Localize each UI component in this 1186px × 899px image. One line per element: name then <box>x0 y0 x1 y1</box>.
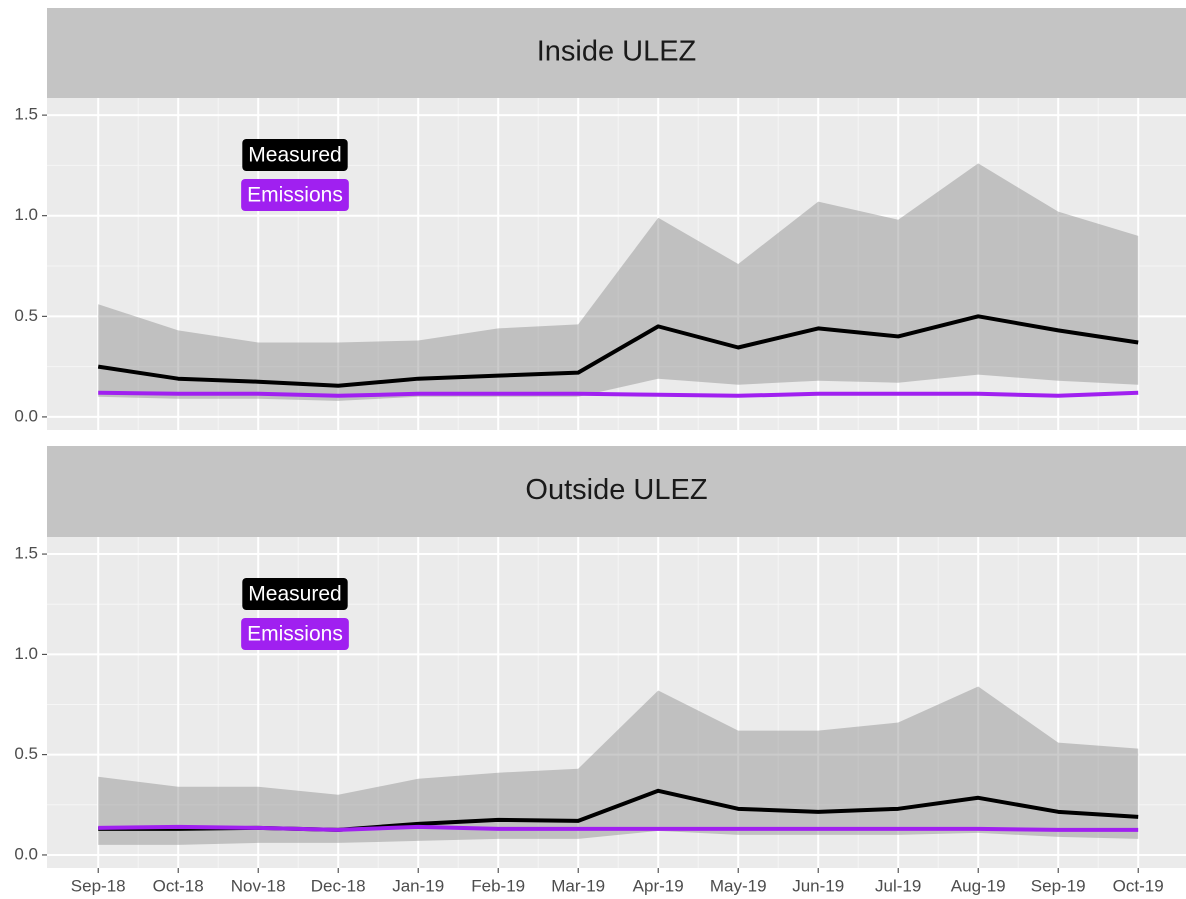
x-tick-label: Sep-19 <box>1031 876 1086 895</box>
confidence-band <box>98 163 1139 401</box>
x-tick-label: Nov-18 <box>231 876 286 895</box>
x-tick-label: Feb-19 <box>471 876 525 895</box>
y-tick-label: 0.5 <box>14 744 38 763</box>
legend-label: Emissions <box>247 184 343 207</box>
panel-background <box>47 537 1186 868</box>
x-tick-label: Aug-19 <box>951 876 1006 895</box>
y-tick-label: 1.0 <box>14 644 38 663</box>
legend-box <box>241 179 349 211</box>
y-tick-label: 0.0 <box>14 406 38 425</box>
line <box>98 824 1139 832</box>
strip <box>47 446 1186 537</box>
confidence-band <box>98 686 1139 845</box>
strip-title: Outside ULEZ <box>525 474 707 506</box>
legend-label: Measured <box>248 144 341 167</box>
legend-box <box>241 618 349 650</box>
x-tick-label: Oct-19 <box>1113 876 1164 895</box>
y-tick-label: 1.0 <box>14 205 38 224</box>
line <box>97 314 1139 388</box>
y-tick-label: 1.5 <box>14 105 38 124</box>
strip <box>47 8 1186 98</box>
legend-box <box>242 139 348 171</box>
y-tick-label: 0.0 <box>14 844 38 863</box>
x-tick-label: Apr-19 <box>633 876 684 895</box>
strip-title: Inside ULEZ <box>537 36 697 68</box>
line <box>98 390 1139 398</box>
legend-box <box>242 578 348 610</box>
x-tick-label: Jan-19 <box>392 876 444 895</box>
legend-label: Measured <box>248 583 341 606</box>
x-tick-label: Dec-18 <box>311 876 366 895</box>
y-tick-label: 1.5 <box>14 544 38 563</box>
x-tick-label: Oct-18 <box>153 876 204 895</box>
legend-label: Emissions <box>247 623 343 646</box>
x-tick-label: Jul-19 <box>875 876 921 895</box>
x-tick-label: May-19 <box>710 876 767 895</box>
x-tick-label: Mar-19 <box>551 876 605 895</box>
y-tick-label: 0.5 <box>14 306 38 325</box>
x-tick-label: Jun-19 <box>792 876 844 895</box>
panel-background <box>47 98 1186 430</box>
x-tick-label: Sep-18 <box>71 876 126 895</box>
